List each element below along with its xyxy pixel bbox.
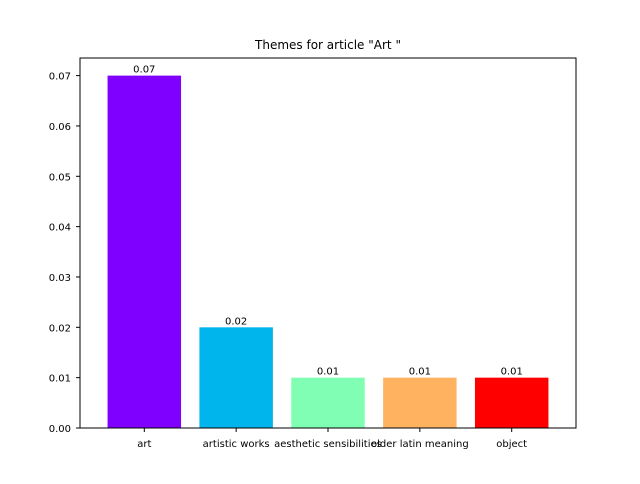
- x-axis: art artistic works aesthetic sensibilities…: [137, 428, 527, 450]
- x-tick-label-4: object: [496, 439, 527, 450]
- x-tick-label-3: older latin meaning: [371, 439, 469, 450]
- x-tick-label-0: art: [137, 439, 151, 450]
- bars-layer: [107, 75, 549, 428]
- y-tick-label-6: 0.06: [49, 122, 71, 133]
- bar-1: [199, 327, 273, 428]
- x-tick-label-1: artistic works: [203, 439, 270, 450]
- data-label-4: 0.01: [501, 367, 523, 378]
- x-tick-label-2: aesthetic sensibilities: [274, 439, 382, 450]
- bar-4: [474, 377, 549, 428]
- bar-0: [107, 75, 182, 428]
- y-tick-label-3: 0.03: [49, 273, 71, 284]
- chart-title: Themes for article "Art ": [254, 38, 401, 52]
- bar-3: [383, 377, 457, 428]
- data-label-2: 0.01: [317, 367, 339, 378]
- plot-frame: [79, 57, 577, 429]
- y-tick-label-4: 0.04: [49, 223, 71, 234]
- bar-2: [291, 377, 365, 428]
- y-tick-label-5: 0.05: [49, 172, 71, 183]
- data-label-3: 0.01: [409, 367, 431, 378]
- y-tick-label-7: 0.07: [49, 72, 71, 83]
- y-tick-label-1: 0.01: [49, 374, 71, 385]
- data-labels-layer: 0.07 0.02 0.01 0.01 0.01: [133, 65, 523, 378]
- data-label-0: 0.07: [133, 65, 155, 76]
- y-axis: 0.00 0.01 0.02 0.03 0.04 0.05 0.06 0.07: [49, 72, 80, 435]
- y-tick-label-0: 0.00: [49, 424, 71, 435]
- y-tick-label-2: 0.02: [49, 323, 71, 334]
- data-label-1: 0.02: [225, 316, 247, 327]
